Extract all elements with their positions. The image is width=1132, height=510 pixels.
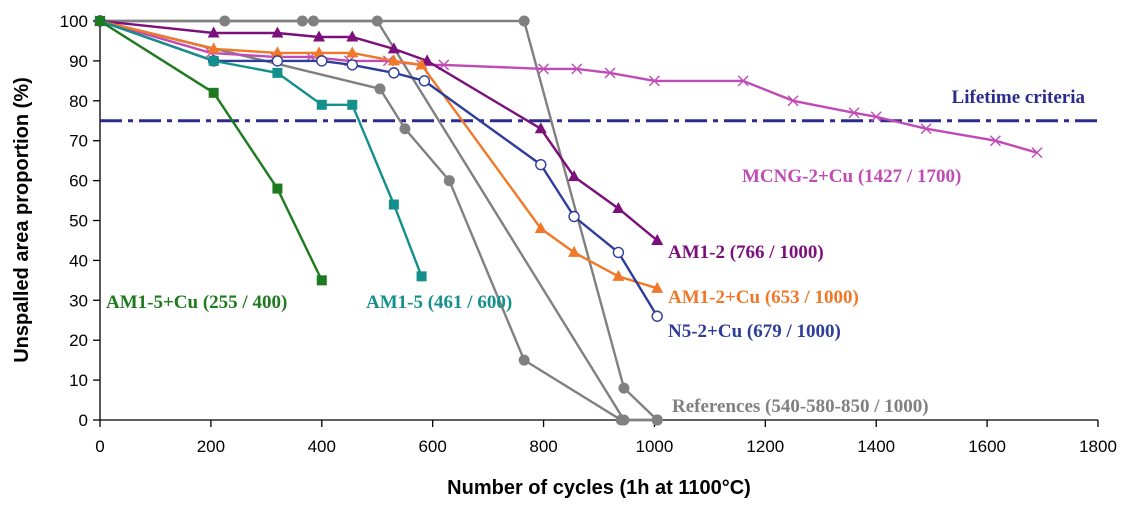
data-point bbox=[443, 175, 455, 187]
data-point bbox=[612, 202, 625, 214]
data-point bbox=[518, 354, 530, 366]
x-tick-label: 800 bbox=[529, 437, 557, 456]
data-point bbox=[920, 123, 932, 135]
y-tick-label: 50 bbox=[69, 212, 88, 231]
data-point bbox=[416, 271, 427, 282]
data-point bbox=[612, 269, 625, 281]
data-point bbox=[568, 210, 580, 223]
x-tick-label: 1000 bbox=[636, 437, 674, 456]
series-label: MCNG-2+Cu (1427 / 1700) bbox=[742, 166, 961, 187]
data-point bbox=[518, 15, 530, 27]
y-tick-label: 90 bbox=[69, 52, 88, 71]
data-point bbox=[316, 99, 327, 110]
series-label: AM1-5+Cu (255 / 400) bbox=[106, 292, 287, 313]
data-point bbox=[848, 107, 860, 119]
x-tick-label: 1400 bbox=[857, 437, 895, 456]
series-5 bbox=[95, 16, 327, 286]
data-point bbox=[271, 55, 284, 67]
data-point bbox=[271, 46, 284, 58]
data-point bbox=[648, 75, 660, 87]
x-tick-label: 400 bbox=[308, 437, 336, 456]
data-point bbox=[612, 246, 625, 259]
series-line bbox=[99, 19, 323, 281]
data-point bbox=[388, 67, 400, 79]
data-point bbox=[651, 281, 664, 293]
series-0 bbox=[94, 15, 1043, 159]
y-tick-label: 80 bbox=[69, 92, 88, 111]
data-point bbox=[316, 55, 328, 67]
series-label: AM1-5 (461 / 600) bbox=[366, 292, 512, 313]
series-label: AM1-2+Cu (653 / 1000) bbox=[668, 287, 859, 308]
series-2 bbox=[94, 14, 664, 293]
data-point bbox=[534, 221, 547, 233]
data-point bbox=[651, 414, 663, 426]
data-point bbox=[989, 135, 1001, 147]
data-point bbox=[568, 245, 581, 257]
y-tick-label: 20 bbox=[69, 331, 88, 350]
data-point bbox=[316, 275, 327, 286]
data-point bbox=[737, 75, 749, 87]
data-point bbox=[271, 26, 284, 38]
lifetime-criteria-label: Lifetime criteria bbox=[952, 87, 1086, 108]
x-tick-label: 600 bbox=[418, 437, 446, 456]
data-point bbox=[387, 42, 400, 54]
data-point bbox=[313, 46, 326, 58]
series-label: N5-2+Cu (679 / 1000) bbox=[668, 321, 841, 342]
data-point bbox=[415, 58, 428, 70]
series-label: References (540-580-850 / 1000) bbox=[672, 396, 929, 417]
data-point bbox=[418, 75, 431, 87]
data-point bbox=[534, 122, 547, 134]
data-point bbox=[207, 26, 220, 38]
data-point bbox=[272, 67, 283, 78]
y-tick-label: 40 bbox=[69, 251, 88, 270]
series-line bbox=[100, 19, 659, 421]
data-point bbox=[787, 95, 799, 107]
series-label: AM1-2 (766 / 1000) bbox=[668, 242, 824, 263]
y-tick-label: 10 bbox=[69, 371, 88, 390]
data-point bbox=[1031, 147, 1043, 159]
y-tick-label: 100 bbox=[60, 12, 88, 31]
data-point bbox=[870, 111, 882, 123]
data-point bbox=[388, 199, 399, 210]
data-point bbox=[538, 63, 550, 75]
data-point bbox=[651, 233, 664, 245]
data-point bbox=[346, 46, 359, 58]
data-point bbox=[208, 87, 219, 98]
data-point bbox=[95, 16, 105, 26]
x-tick-label: 200 bbox=[197, 437, 225, 456]
data-point bbox=[571, 63, 583, 75]
x-axis-title: Number of cycles (1h at 1100°C) bbox=[447, 477, 751, 499]
data-point bbox=[651, 310, 663, 322]
x-tick-label: 1200 bbox=[746, 437, 784, 456]
data-point bbox=[207, 42, 220, 54]
data-point bbox=[618, 382, 630, 394]
data-point bbox=[374, 83, 386, 95]
data-point bbox=[568, 170, 581, 182]
data-point bbox=[399, 123, 411, 135]
data-point bbox=[618, 414, 630, 426]
data-point bbox=[387, 54, 400, 66]
y-tick-label: 70 bbox=[69, 132, 88, 151]
y-tick-label: 30 bbox=[69, 291, 88, 310]
y-axis-title: Unspalled area proportion (%) bbox=[11, 77, 33, 363]
y-tick-label: 0 bbox=[79, 411, 88, 430]
x-tick-label: 0 bbox=[95, 437, 104, 456]
data-point bbox=[347, 99, 358, 110]
data-point bbox=[535, 158, 547, 171]
data-point bbox=[208, 55, 219, 66]
x-tick-label: 1600 bbox=[968, 437, 1006, 456]
data-point bbox=[346, 30, 359, 42]
y-tick-label: 60 bbox=[69, 172, 88, 191]
data-point bbox=[313, 30, 326, 42]
x-tick-label: 1800 bbox=[1079, 437, 1117, 456]
data-point bbox=[604, 67, 616, 79]
data-point bbox=[272, 183, 283, 194]
data-point bbox=[346, 59, 358, 71]
data-point bbox=[421, 54, 434, 66]
